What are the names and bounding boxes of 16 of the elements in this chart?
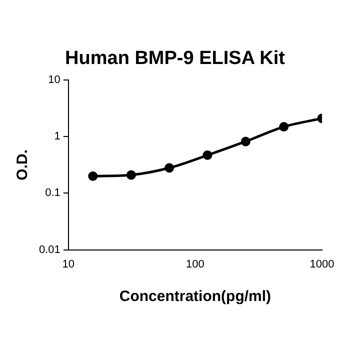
point — [202, 150, 212, 160]
point — [240, 136, 250, 146]
y-tick-label: 10 — [48, 74, 60, 86]
x-tick-label: 100 — [186, 258, 204, 270]
point — [126, 170, 136, 180]
y-tick-label: 0.01 — [38, 244, 60, 256]
x-tick-label: 1000 — [310, 258, 334, 270]
point — [88, 171, 98, 181]
y-tick-label: 0.1 — [45, 187, 60, 200]
point — [164, 163, 174, 173]
y-axis-title: O.D. — [14, 149, 32, 180]
x-tick-label: 10 — [62, 258, 75, 270]
x-axis-title: Concentration(pg/ml) — [119, 288, 272, 306]
chart-title: Human BMP-9 ELISA Kit — [64, 48, 286, 70]
y-tick-label: 1 — [54, 130, 60, 143]
point — [279, 122, 289, 132]
